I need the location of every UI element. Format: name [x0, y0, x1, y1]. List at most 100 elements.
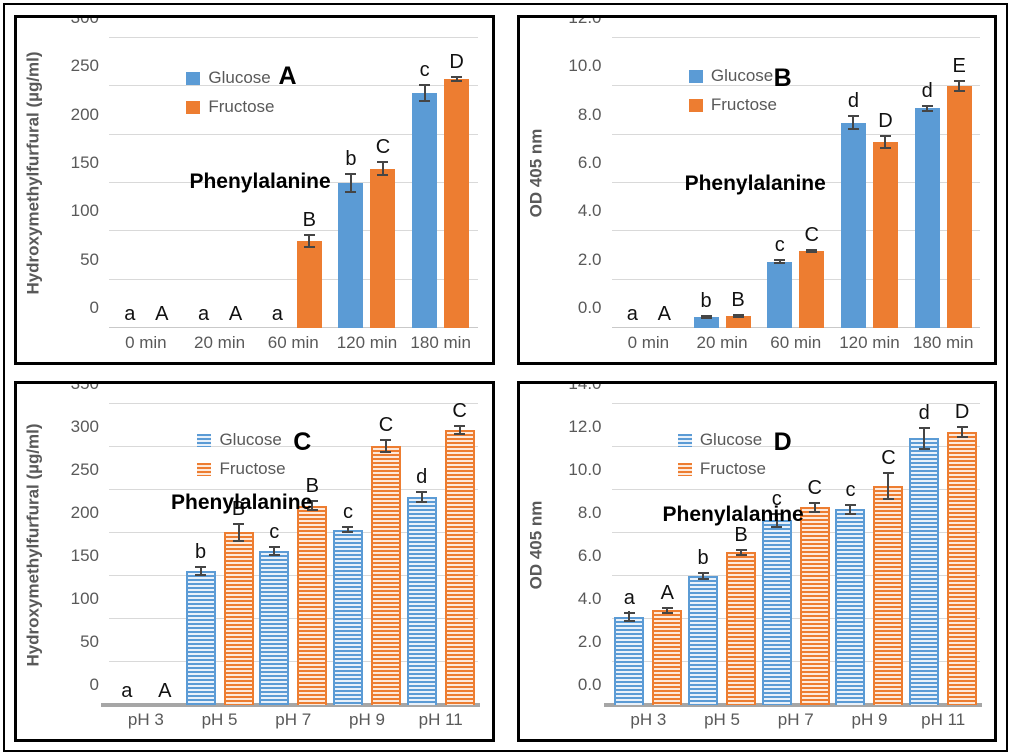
error-bar [813, 501, 816, 513]
significance-letter: a [197, 303, 210, 325]
legend-marker-glucose [197, 433, 212, 447]
y-tick-label: 100 [70, 201, 99, 221]
significance-letter: C [804, 223, 819, 246]
y-tick-label: 0.0 [577, 675, 602, 694]
error-bar [458, 424, 461, 435]
gridline [109, 85, 478, 87]
error-bar-cap-bottom [697, 578, 709, 581]
bar-slot-glucose: d [914, 38, 940, 328]
error-bar-cap-top [735, 549, 747, 552]
y-tick-label: 2.0 [577, 632, 602, 651]
significance-letter: d [918, 401, 930, 424]
x-tick-label: pH 9 [851, 710, 888, 729]
bar-slot-glucose: c [761, 404, 792, 705]
significance-letter: a [121, 680, 133, 702]
bar-slot-glucose: b [185, 404, 216, 705]
x-axis-labels: pH 3 pH 5 pH 7 pH 9 pH 11 [612, 710, 981, 734]
bar-fructose [370, 446, 401, 705]
error-bar [420, 490, 423, 503]
x-tick-label: pH 7 [275, 710, 312, 729]
legend-label-fructose: Fructose [208, 97, 275, 116]
significance-letter: D [878, 110, 893, 133]
chart-annotation: Phenylalanine [171, 491, 313, 514]
error-bar-cap-top [419, 84, 431, 87]
error-bar [628, 611, 631, 623]
y-tick-label: 4.0 [577, 201, 602, 221]
x-tick-label: pH 5 [201, 710, 238, 729]
significance-letter: C [375, 135, 391, 158]
y-tick-label: 10.0 [568, 56, 602, 76]
x-tick-label: 0 min [125, 333, 167, 352]
y-tick-label: 250 [70, 460, 99, 479]
x-tick-label: pH 9 [349, 710, 385, 729]
bar-slot-fructose: A [652, 38, 677, 328]
y-tick-label: 50 [80, 632, 99, 651]
y-tick-label: 200 [70, 104, 99, 124]
error-bar [702, 571, 705, 581]
bar-slot-glucose: a [614, 404, 645, 705]
y-axis-title: OD 405 nm [522, 384, 552, 705]
significance-letter: A [228, 303, 243, 325]
bar-fructose [725, 315, 751, 328]
y-tick-label: 10.0 [568, 460, 602, 479]
bar-slot-glucose: a [117, 38, 142, 328]
figure-frame: Hydroxymethylfurfural (µg/ml) 0 50 100 150 20… [3, 3, 1008, 752]
error-bar-cap-bottom [844, 512, 856, 515]
bar-glucose [338, 183, 364, 328]
gridline [611, 489, 980, 490]
panel-letter: A [278, 62, 297, 90]
error-bar [346, 526, 349, 533]
y-tick-label: 12.0 [568, 15, 602, 27]
bar-slot-fructose: C [873, 404, 904, 705]
error-bar-cap-top [345, 173, 357, 176]
significance-letter: d [921, 79, 933, 102]
y-tick-label: 300 [70, 417, 99, 436]
error-bar-cap-bottom [377, 174, 389, 177]
x-axis-line [603, 703, 982, 707]
error-bar-cap-top [771, 512, 783, 515]
legend: Glucose Fructose [197, 430, 286, 479]
bar-glucose [909, 438, 940, 705]
y-tick-label: 4.0 [577, 589, 602, 608]
error-bar-cap-top [956, 425, 968, 428]
bar-glucose [259, 551, 290, 705]
error-bar [384, 439, 387, 453]
y-tick-label: 150 [70, 546, 99, 565]
legend-item-glucose: Glucose [688, 66, 777, 86]
gridline [109, 532, 478, 533]
bar-slot-fructose: B [725, 38, 751, 328]
bar-glucose [693, 317, 719, 328]
bar-glucose [761, 520, 792, 705]
error-bar [237, 522, 240, 542]
gridline [611, 230, 980, 232]
gridline [611, 278, 980, 280]
legend-marker-fructose [677, 462, 692, 476]
legend-label-glucose: Glucose [710, 66, 774, 85]
bar-slot-glucose: c [835, 404, 866, 705]
error-bar-cap-top [921, 104, 933, 107]
error-bar-cap-top [416, 490, 428, 493]
gridline [611, 37, 980, 38]
error-bar-cap-bottom [918, 448, 930, 451]
gridline [109, 618, 478, 619]
error-bar-cap-bottom [774, 262, 786, 265]
error-bar [666, 607, 669, 614]
y-axis-title-text: Hydroxymethylfurfural (µg/ml) [24, 422, 44, 667]
error-bar-cap-bottom [661, 611, 673, 614]
error-bar [961, 425, 964, 439]
gridline [611, 446, 980, 447]
bar-slot-glucose: a [265, 38, 290, 328]
gridline [109, 133, 478, 135]
error-bar [740, 549, 743, 556]
significance-letter: A [657, 303, 672, 325]
significance-letter: C [452, 399, 467, 422]
